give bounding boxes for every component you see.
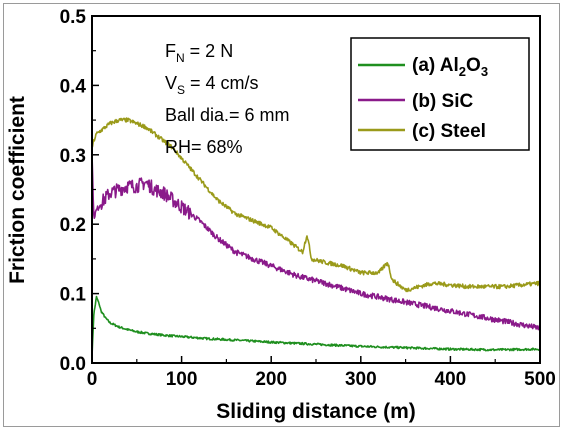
y-tick-label: 0.1 (60, 285, 87, 306)
y-tick-label: 0.5 (60, 7, 87, 28)
series-line-steel (91, 117, 541, 293)
series-layer (91, 117, 541, 358)
fn-symbol: F (165, 41, 176, 61)
y-tick-label: 0.0 (60, 354, 86, 375)
legend: (a) Al2O3 (b) SiC (c) Steel (350, 37, 530, 151)
ball-diameter-text: Ball dia.= 6 mm (165, 105, 290, 125)
y-axis-title: Friction coefficient (6, 96, 29, 284)
y-tick-label: 0.3 (60, 146, 86, 167)
test-conditions: FN = 2 N VS = 4 cm/s Ball dia.= 6 mm RH=… (165, 41, 290, 157)
relative-humidity-text: RH= 68% (165, 137, 243, 157)
legend-label-steel: (c) Steel (412, 121, 486, 142)
legend-al2o3-prefix: (a) Al (412, 55, 459, 76)
series-line-al2o3 (91, 295, 541, 358)
x-axis-title: Sliding distance (m) (216, 400, 416, 423)
vs-value: = 4 cm/s (185, 73, 259, 93)
x-tick-label: 200 (255, 369, 287, 390)
fn-value: = 2 N (185, 41, 234, 61)
normal-force-text: FN = 2 N (165, 41, 233, 65)
x-tick-label: 400 (435, 369, 467, 390)
x-tick-label: 500 (524, 369, 556, 390)
series-line-sic (91, 154, 541, 331)
x-axis-ticks: 0 100 200 300 400 500 (87, 356, 556, 390)
x-tick-label: 0 (87, 369, 98, 390)
vs-symbol: V (165, 73, 177, 93)
legend-al2o3-sub1: 2 (459, 64, 466, 79)
vs-subscript: S (177, 83, 185, 97)
legend-box (350, 37, 530, 151)
x-tick-label: 100 (166, 369, 198, 390)
legend-al2o3-mid: O (466, 55, 481, 76)
y-tick-label: 0.2 (60, 215, 86, 236)
legend-al2o3-sub2: 3 (481, 64, 488, 79)
legend-label-al2o3: (a) Al2O3 (412, 55, 488, 79)
y-axis-ticks: 0.0 0.1 0.2 0.3 0.4 0.5 (60, 7, 99, 375)
figure-frame (3, 3, 560, 427)
x-tick-label: 300 (345, 369, 377, 390)
legend-label-sic: (b) SiC (412, 91, 473, 112)
sliding-velocity-text: VS = 4 cm/s (165, 73, 259, 97)
y-tick-label: 0.4 (60, 76, 87, 97)
fn-subscript: N (176, 51, 185, 65)
